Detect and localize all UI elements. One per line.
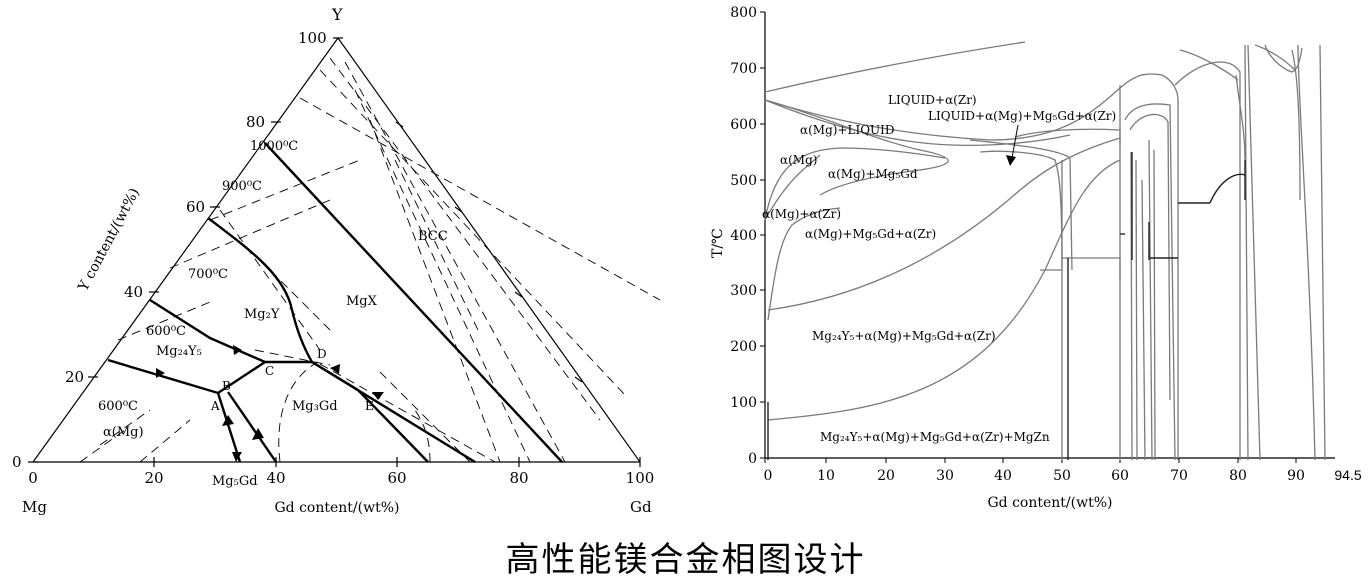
region-labels: LIQUID+α(Zr) LIQUID+α(Mg)+Mg₅Gd+α(Zr) α(… bbox=[762, 93, 1116, 444]
y-tick-300: 300 bbox=[730, 283, 757, 299]
phase-mg24y5: Mg₂₄Y₅ bbox=[156, 344, 202, 359]
ternary-phase-diagram: 0 20 40 60 80 100 0 20 40 60 80 100 Y Mg… bbox=[12, 5, 661, 516]
bottom-tick-40: 40 bbox=[266, 469, 285, 487]
phase-boundary-curves bbox=[764, 41, 1326, 461]
x-tick-80: 80 bbox=[1229, 468, 1247, 484]
annotation-arrow bbox=[1006, 124, 1019, 166]
isotherm-700: 700⁰C bbox=[188, 267, 228, 282]
x-tick-60: 60 bbox=[1111, 468, 1129, 484]
corner-label-gd: Gd bbox=[630, 498, 652, 516]
x-tick-90: 90 bbox=[1287, 468, 1305, 484]
triangle-frame bbox=[32, 37, 641, 463]
region-mg-mg5gd: α(Mg)+Mg₅Gd bbox=[828, 167, 918, 181]
ternary-phase-labels: BCC MgX Mg₂Y Mg₂₄Y₅ Mg₃Gd α(Mg) Mg₅Gd bbox=[103, 229, 448, 489]
bottom-tick-100: 100 bbox=[626, 469, 655, 487]
x-tick-10: 10 bbox=[817, 468, 835, 484]
phase-mgx: MgX bbox=[346, 294, 378, 309]
left-tick-40: 40 bbox=[124, 283, 143, 301]
left-tick-80: 80 bbox=[246, 113, 265, 131]
y-tick-marks bbox=[760, 11, 765, 459]
left-tick-60: 60 bbox=[186, 198, 205, 216]
x-tick-30: 30 bbox=[936, 468, 954, 484]
region-liquid-zr: LIQUID+α(Zr) bbox=[888, 93, 977, 107]
left-tick-100: 100 bbox=[298, 29, 327, 47]
isotherm-600-upper: 600⁰C bbox=[146, 324, 186, 339]
x-tick-40: 40 bbox=[994, 468, 1012, 484]
binary-xlabel: Gd content/(wt%) bbox=[988, 495, 1113, 511]
invariant-lines bbox=[767, 152, 1246, 460]
phase-mg3gd: Mg₃Gd bbox=[292, 399, 338, 414]
bottom-tick-60: 60 bbox=[387, 469, 406, 487]
bottom-tick-0: 0 bbox=[28, 469, 38, 487]
isotherm-labels: 1000⁰C 900⁰C 700⁰C 600⁰C 600⁰C bbox=[98, 139, 298, 414]
y-tick-500: 500 bbox=[730, 173, 757, 189]
x-tick-20: 20 bbox=[877, 468, 895, 484]
region-mg-mg5gd-zr: α(Mg)+Mg₅Gd+α(Zr) bbox=[805, 227, 936, 241]
bottom-tick-20: 20 bbox=[144, 469, 163, 487]
left-axis-title: Y content/(wt%) bbox=[75, 186, 143, 295]
figure-caption: 高性能镁合金相图设计 bbox=[505, 540, 866, 580]
bottom-axis-title: Gd content/(wt%) bbox=[275, 500, 400, 516]
phase-bcc: BCC bbox=[418, 229, 448, 244]
y-tick-0: 0 bbox=[748, 451, 757, 467]
bottom-tick-80: 80 bbox=[509, 469, 528, 487]
left-tick-0: 0 bbox=[12, 453, 22, 471]
x-tick-50: 50 bbox=[1053, 468, 1071, 484]
isotherm-1000: 1000⁰C bbox=[250, 139, 298, 154]
point-c: C bbox=[265, 364, 274, 378]
y-tick-600: 600 bbox=[730, 117, 757, 133]
region-mg-liquid: α(Mg)+LIQUID bbox=[800, 123, 895, 137]
region-mg24y5-mg-mg5gd-zr: Mg₂₄Y₅+α(Mg)+Mg₅Gd+α(Zr) bbox=[812, 329, 996, 343]
region-mg-zr: α(Mg)+α(Zr) bbox=[762, 207, 841, 221]
phase-mg2y: Mg₂Y bbox=[244, 307, 280, 322]
phase-alpha-mg: α(Mg) bbox=[103, 425, 144, 440]
phase-boundaries bbox=[107, 142, 563, 464]
region-liquid-mg-mg5gd-zr: LIQUID+α(Mg)+Mg₅Gd+α(Zr) bbox=[928, 109, 1116, 123]
point-a: A bbox=[210, 399, 220, 413]
left-tick-20: 20 bbox=[65, 368, 84, 386]
point-b: B bbox=[222, 379, 231, 393]
corner-label-mg: Mg bbox=[22, 498, 47, 516]
region-mg: α(Mg) bbox=[780, 153, 817, 167]
y-tick-labels: 0 100 200 300 400 500 600 700 800 bbox=[730, 5, 757, 467]
invariant-point-labels: A B C D E bbox=[210, 347, 374, 413]
point-e: E bbox=[365, 399, 374, 413]
apex-label-y: Y bbox=[331, 5, 343, 24]
binary-ylabel: T/℃ bbox=[710, 228, 726, 258]
point-d: D bbox=[317, 347, 327, 361]
phase-mg5gd: Mg₅Gd bbox=[212, 474, 258, 489]
left-axis-tick-labels: 0 20 40 60 80 100 bbox=[12, 29, 327, 471]
x-tick-94-5: 94.5 bbox=[1334, 467, 1361, 483]
region-mg24y5-mg-mg5gd-zr-mgzn: Mg₂₄Y₅+α(Mg)+Mg₅Gd+α(Zr)+MgZn bbox=[820, 430, 1050, 444]
x-tick-70: 70 bbox=[1170, 468, 1188, 484]
bottom-axis-tick-labels: 0 20 40 60 80 100 bbox=[28, 469, 654, 487]
y-tick-700: 700 bbox=[730, 61, 757, 77]
y-tick-200: 200 bbox=[730, 339, 757, 355]
x-tick-marks bbox=[764, 458, 1297, 463]
isopleth-phase-diagram: 0 100 200 300 400 500 600 700 800 0 10 2… bbox=[710, 5, 1362, 511]
x-tick-labels: 0 10 20 30 40 50 60 70 80 90 94.5 bbox=[764, 467, 1362, 484]
y-tick-800: 800 bbox=[730, 5, 757, 21]
direction-arrows bbox=[156, 345, 384, 462]
x-tick-0: 0 bbox=[764, 468, 773, 484]
y-tick-100: 100 bbox=[730, 395, 757, 411]
isotherm-900: 900⁰C bbox=[222, 179, 262, 194]
isotherm-dashed-lines bbox=[79, 57, 661, 463]
isotherm-600-lower: 600⁰C bbox=[98, 399, 138, 414]
y-tick-400: 400 bbox=[730, 228, 757, 244]
